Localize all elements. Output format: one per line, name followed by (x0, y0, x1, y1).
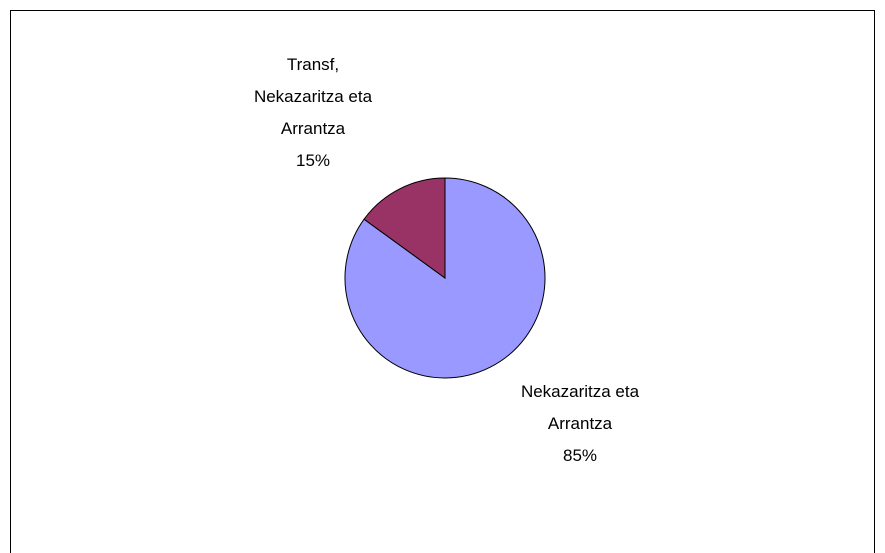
slice-percent: 85% (562, 446, 598, 465)
slice-label: Nekazaritza eta Arrantza (520, 382, 640, 433)
slice-percent: 15% (295, 151, 331, 170)
pie-slice (363, 177, 446, 279)
slice-label: Transf, Nekazaritza eta Arrantza (253, 55, 373, 138)
